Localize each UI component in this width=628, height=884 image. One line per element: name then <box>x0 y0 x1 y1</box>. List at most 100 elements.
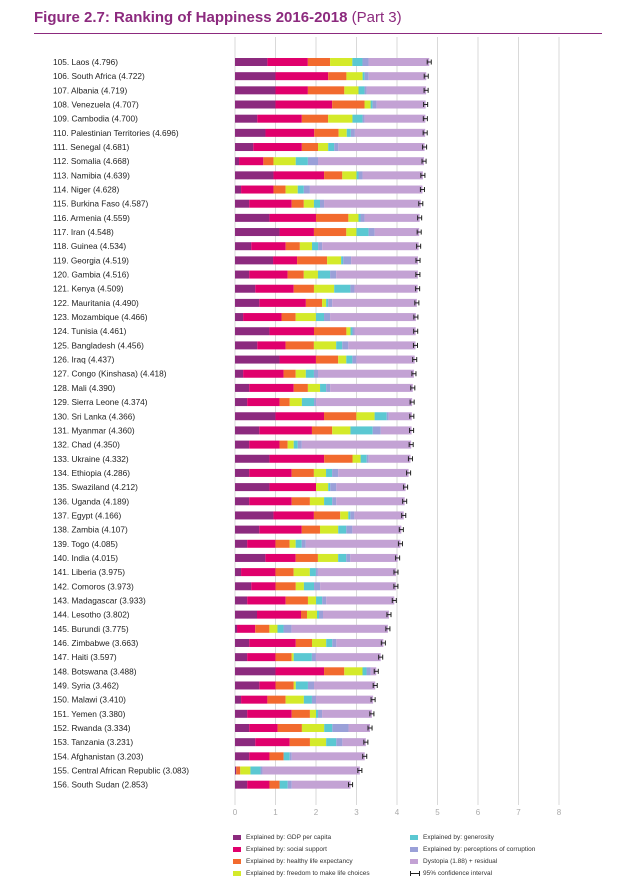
bar-segment <box>275 539 290 548</box>
bar-row <box>235 242 422 251</box>
country-label: 118. Guinea (4.534) <box>53 241 126 251</box>
bar-row <box>235 454 413 463</box>
bar-segment <box>330 313 416 322</box>
country-label: 153. Tanzania (3.231) <box>53 737 133 747</box>
bar-segment <box>295 369 306 378</box>
bar-segment <box>291 497 310 506</box>
legend-item: 95% confidence interval <box>410 870 492 877</box>
bar-segment <box>364 86 367 95</box>
bar-segment <box>338 468 409 477</box>
bar-segment <box>342 341 349 350</box>
confidence-interval <box>413 328 419 334</box>
bar-segment <box>309 738 327 747</box>
bar-segment <box>235 100 276 109</box>
bar-segment <box>235 738 256 747</box>
bar-segment <box>235 185 242 194</box>
bar-segment <box>366 667 371 676</box>
bar-segment <box>332 723 349 732</box>
country-label: 125. Bangladesh (4.456) <box>53 340 144 350</box>
bar-segment <box>313 511 341 520</box>
bar-segment <box>235 86 276 95</box>
bar-segment <box>313 369 318 378</box>
x-tick-label: 2 <box>314 808 319 817</box>
bar-segment <box>275 582 296 591</box>
confidence-interval <box>417 215 423 221</box>
bar-segment <box>247 780 270 789</box>
country-label: 140. India (4.015) <box>53 553 118 563</box>
bar-segment <box>354 511 404 520</box>
bar-segment <box>324 497 333 506</box>
bar-segment <box>340 511 349 520</box>
title-rule <box>34 33 602 34</box>
bar-segment <box>362 58 369 66</box>
legend-item: Explained by: perceptions of corruption <box>410 846 535 853</box>
country-label: 127. Congo (Kinshasa) (4.418) <box>53 369 167 379</box>
bar-segment <box>249 440 280 449</box>
bar-segment <box>328 143 335 152</box>
bar-segment <box>257 341 286 350</box>
bar-segment <box>352 454 361 463</box>
bar-segment <box>346 553 351 562</box>
bar-segment <box>305 298 323 307</box>
bar-segment <box>316 695 374 704</box>
country-labels: 105. Laos (4.796) 106. South Africa (4.72… <box>53 57 189 790</box>
legend-label: Explained by: freedom to make life choic… <box>246 870 370 877</box>
bar-segment <box>241 185 274 194</box>
bar-segment <box>328 483 331 492</box>
confidence-interval <box>415 257 421 263</box>
bar-segment <box>360 454 367 463</box>
bar-segment <box>336 497 405 506</box>
confidence-interval <box>413 314 419 320</box>
bar-segment <box>328 72 347 81</box>
confidence-interval <box>416 229 422 235</box>
bar-segment <box>249 270 288 279</box>
bar-segment <box>356 171 359 180</box>
confidence-interval <box>401 512 407 518</box>
bar-row <box>235 752 368 761</box>
bar-row <box>235 596 397 605</box>
bar-row <box>235 383 416 392</box>
bar-row <box>235 228 422 237</box>
bar-segment <box>372 426 381 435</box>
bar-segment <box>285 242 300 251</box>
country-label: 136. Uganda (4.189) <box>53 496 129 506</box>
bar-segment <box>235 525 260 534</box>
bar-segment <box>336 270 418 279</box>
country-label: 139. Togo (4.085) <box>53 539 118 549</box>
bar-segment <box>249 497 292 506</box>
bar-segment <box>273 157 296 166</box>
bar-segment <box>326 468 333 477</box>
bar-segment <box>348 341 416 350</box>
bar-segment <box>235 667 276 676</box>
country-label: 141. Liberia (3.975) <box>53 567 125 577</box>
bar-segment <box>273 171 325 180</box>
confidence-interval <box>409 399 415 405</box>
bar-segment <box>374 228 420 237</box>
bar-segment <box>277 723 302 732</box>
bar-row <box>235 185 425 194</box>
bar-row <box>235 284 421 293</box>
bar-segment <box>380 426 412 435</box>
legend-label: Explained by: healthy life expectancy <box>246 858 353 865</box>
bar-segment <box>249 638 296 647</box>
x-tick-label: 4 <box>395 808 400 817</box>
bar-segment <box>273 511 314 520</box>
bar-segment <box>352 327 355 336</box>
confidence-interval <box>423 73 429 79</box>
country-label: 106. South Africa (4.722) <box>53 71 145 81</box>
bar-segment <box>386 412 389 421</box>
bar-segment <box>235 298 260 307</box>
x-tick-label: 8 <box>557 808 562 817</box>
confidence-interval <box>416 243 422 249</box>
bar-segment <box>322 709 372 718</box>
confidence-interval <box>369 711 375 717</box>
bar-segment <box>346 128 351 137</box>
bar-segment <box>235 426 260 435</box>
bar-segment <box>273 256 298 265</box>
bar-segment <box>324 454 353 463</box>
country-label: 144. Lesotho (3.802) <box>53 610 130 620</box>
bar-segment <box>275 681 294 690</box>
bar-segment <box>235 341 258 350</box>
bar-segment <box>283 752 290 761</box>
bar-segment <box>277 624 284 633</box>
